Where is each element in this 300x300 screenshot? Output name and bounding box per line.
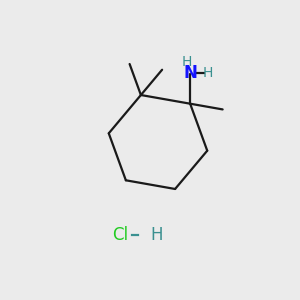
Text: H: H bbox=[182, 55, 192, 69]
Text: H: H bbox=[203, 66, 213, 80]
Text: N: N bbox=[183, 64, 197, 82]
Text: Cl: Cl bbox=[112, 226, 128, 244]
Text: H: H bbox=[150, 226, 163, 244]
